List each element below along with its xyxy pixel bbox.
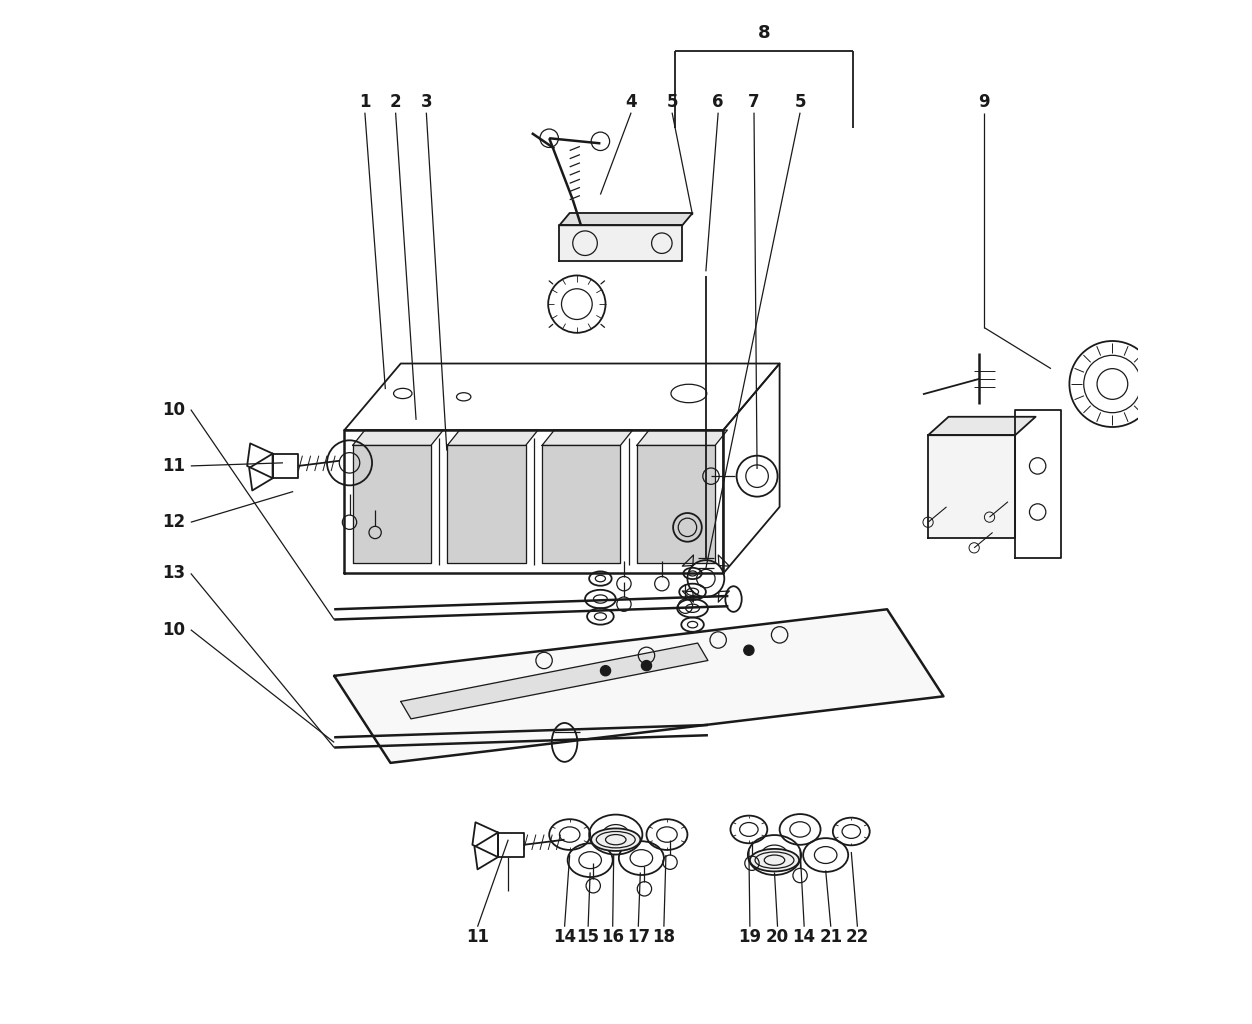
Polygon shape: [334, 609, 944, 763]
Text: 13: 13: [163, 564, 185, 583]
Polygon shape: [637, 445, 715, 563]
Text: 4: 4: [625, 93, 637, 112]
Polygon shape: [447, 445, 526, 563]
Text: 12: 12: [163, 513, 185, 531]
Text: 2: 2: [389, 93, 402, 112]
Circle shape: [641, 660, 651, 671]
Polygon shape: [560, 213, 692, 225]
Ellipse shape: [725, 586, 741, 611]
Polygon shape: [928, 417, 1035, 435]
Ellipse shape: [671, 384, 707, 402]
Text: 10: 10: [163, 400, 185, 419]
Polygon shape: [447, 430, 538, 445]
Polygon shape: [401, 643, 707, 719]
Text: 11: 11: [466, 928, 490, 946]
Text: 19: 19: [739, 928, 761, 946]
Polygon shape: [353, 445, 431, 563]
Text: 15: 15: [577, 928, 600, 946]
Text: 14: 14: [553, 928, 576, 946]
Polygon shape: [353, 430, 443, 445]
Circle shape: [601, 666, 611, 676]
Text: 1: 1: [359, 93, 371, 112]
Text: 10: 10: [163, 621, 185, 639]
Ellipse shape: [552, 723, 577, 762]
Ellipse shape: [591, 828, 640, 851]
Circle shape: [744, 645, 754, 655]
Text: 3: 3: [421, 93, 432, 112]
Polygon shape: [928, 435, 1015, 538]
Text: 8: 8: [757, 24, 770, 42]
Text: 16: 16: [601, 928, 625, 946]
Polygon shape: [637, 430, 727, 445]
Text: 20: 20: [766, 928, 789, 946]
Polygon shape: [542, 430, 632, 445]
Text: 5: 5: [794, 93, 806, 112]
Text: 18: 18: [652, 928, 675, 946]
Text: 9: 9: [979, 93, 990, 112]
Text: 17: 17: [627, 928, 650, 946]
Polygon shape: [542, 445, 621, 563]
Text: 6: 6: [712, 93, 724, 112]
Text: 14: 14: [793, 928, 816, 946]
Text: 11: 11: [163, 457, 185, 475]
Text: 5: 5: [666, 93, 677, 112]
Text: 22: 22: [846, 928, 869, 946]
Text: 7: 7: [749, 93, 760, 112]
Text: 21: 21: [819, 928, 843, 946]
Ellipse shape: [750, 849, 799, 871]
Polygon shape: [560, 225, 682, 261]
